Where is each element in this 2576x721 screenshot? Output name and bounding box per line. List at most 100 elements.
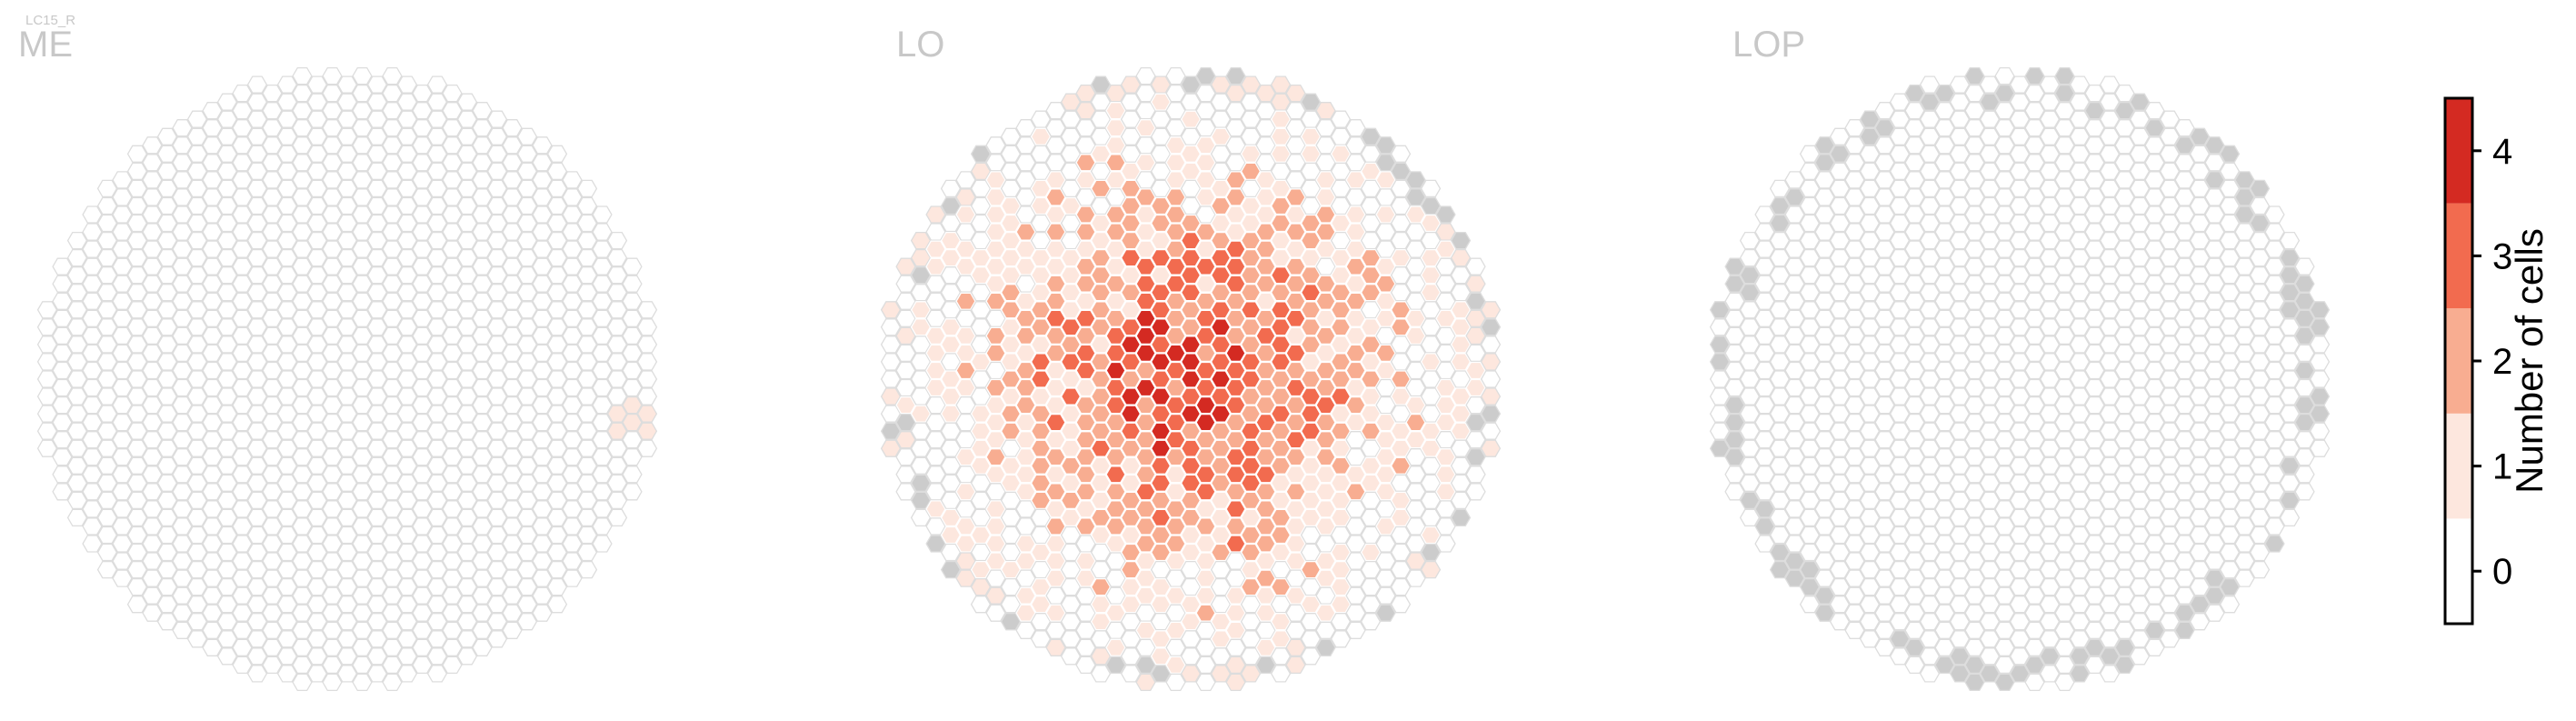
- hex-cell: [1000, 335, 1022, 354]
- hex-cell: [276, 335, 298, 354]
- hex-cell: [1195, 673, 1216, 692]
- hex-cell: [66, 456, 88, 475]
- hex-cell: [1375, 517, 1396, 536]
- hex-cell: [1739, 456, 1761, 475]
- hex-cell: [1030, 196, 1052, 215]
- hex-cell: [1030, 162, 1052, 181]
- hex-cell: [336, 630, 358, 648]
- hex-cell: [82, 483, 103, 501]
- hex-cell: [486, 353, 508, 371]
- hex-cell: [352, 188, 373, 206]
- hex-cell: [516, 370, 538, 388]
- hex-cell: [1979, 214, 2001, 233]
- hex-cell: [186, 543, 208, 562]
- hex-cell: [1060, 145, 1082, 163]
- hex-cell: [1225, 535, 1246, 553]
- hex-cell: [1964, 154, 1985, 172]
- hex-cell: [606, 335, 628, 354]
- hex-cell: [2174, 413, 2195, 432]
- hex-cell: [472, 205, 493, 224]
- hex-cell: [412, 84, 433, 103]
- hex-cell: [1285, 275, 1306, 293]
- hex-cell: [1375, 378, 1396, 397]
- hex-cell: [1300, 145, 1322, 163]
- hex-cell: [2114, 448, 2135, 466]
- hex-cell: [1450, 405, 1472, 423]
- hex-cell: [172, 621, 193, 639]
- hex-cell: [216, 196, 238, 215]
- hex-cell: [546, 405, 568, 423]
- hex-cell: [2189, 508, 2211, 527]
- hex-cell: [2219, 474, 2241, 492]
- hex-cell: [1105, 604, 1126, 622]
- hex-cell: [112, 361, 133, 380]
- hex-cell: [96, 456, 118, 475]
- hex-cell: [336, 353, 358, 371]
- hex-cell: [1405, 326, 1426, 345]
- hex-cell: [2069, 647, 2091, 666]
- hex-cell: [1375, 171, 1396, 189]
- hex-cell: [382, 171, 403, 189]
- hex-cell: [1165, 223, 1186, 241]
- hex-cell: [1075, 361, 1096, 380]
- hex-cell: [396, 613, 418, 631]
- hex-cell: [1405, 257, 1426, 275]
- hex-cell: [1949, 491, 1971, 510]
- hex-cell: [2189, 353, 2211, 371]
- hex-cell: [382, 621, 403, 639]
- hex-cell: [1210, 577, 1232, 596]
- hex-cell: [202, 466, 223, 484]
- hex-cell: [2099, 387, 2121, 406]
- hex-cell: [1150, 93, 1172, 111]
- hex-cell: [2099, 353, 2121, 371]
- hex-cell: [1015, 154, 1036, 172]
- hex-cell: [262, 396, 283, 415]
- hex-cell: [486, 596, 508, 614]
- hex-cell: [382, 223, 403, 241]
- hex-cell: [472, 604, 493, 622]
- hex-cell: [142, 171, 163, 189]
- hex-cell: [1270, 474, 1292, 492]
- hex-cell: [2309, 335, 2331, 354]
- hex-cell: [2009, 422, 2031, 440]
- hex-cell: [1949, 231, 1971, 250]
- hex-cell: [126, 439, 148, 457]
- hex-cell: [1904, 431, 1925, 449]
- hex-cell: [2204, 535, 2225, 553]
- hex-cell: [1180, 577, 1202, 596]
- hex-cell: [142, 604, 163, 622]
- hex-cell: [592, 448, 613, 466]
- hex-cell: [1240, 301, 1262, 319]
- hex-cell: [2114, 119, 2135, 137]
- hex-cell: [2039, 127, 2061, 145]
- hex-cell: [1949, 301, 1971, 319]
- hex-cell: [1150, 179, 1172, 198]
- hex-cell: [1135, 66, 1156, 85]
- hex-cell: [1180, 370, 1202, 388]
- hex-cell: [1165, 483, 1186, 501]
- colorbar-tick-label: 2: [2492, 342, 2512, 382]
- hex-cell: [442, 378, 463, 397]
- hex-cell: [292, 171, 313, 189]
- hex-cell: [1225, 638, 1246, 656]
- hex-cell: [2159, 456, 2181, 475]
- hex-cell: [322, 154, 343, 172]
- hex-cell: [1784, 309, 1805, 327]
- hex-cell: [1075, 309, 1096, 327]
- hex-cell: [202, 586, 223, 605]
- hex-cell: [1769, 560, 1791, 579]
- hex-cell: [2099, 474, 2121, 492]
- hex-cell: [202, 102, 223, 120]
- hex-cell: [562, 396, 583, 415]
- hex-cell: [1829, 577, 1851, 596]
- hex-cell: [546, 543, 568, 562]
- hex-cell: [156, 456, 178, 475]
- hex-cell: [1465, 257, 1486, 275]
- hex-cell: [336, 474, 358, 492]
- hex-cell: [1919, 145, 1941, 163]
- hex-cell: [1210, 75, 1232, 94]
- hex-cell: [1255, 535, 1276, 553]
- hex-cell: [96, 370, 118, 388]
- hex-cell: [292, 448, 313, 466]
- hex-cell: [2174, 136, 2195, 155]
